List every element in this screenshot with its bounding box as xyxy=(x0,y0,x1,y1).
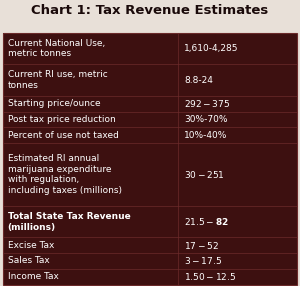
Text: $292-$375: $292-$375 xyxy=(184,98,230,109)
Text: $1.50-$12.5: $1.50-$12.5 xyxy=(184,271,236,282)
Text: Percent of use not taxed: Percent of use not taxed xyxy=(8,131,118,140)
Text: Excise Tax: Excise Tax xyxy=(8,241,54,250)
Text: Starting price/ounce: Starting price/ounce xyxy=(8,99,100,108)
Text: 8.8-24: 8.8-24 xyxy=(184,76,213,85)
Text: $21.5-$82: $21.5-$82 xyxy=(184,216,229,227)
Text: $30-$251: $30-$251 xyxy=(184,169,225,180)
FancyBboxPatch shape xyxy=(3,33,297,285)
Text: Chart 1: Tax Revenue Estimates: Chart 1: Tax Revenue Estimates xyxy=(32,4,268,17)
Text: Current RI use, metric
tonnes: Current RI use, metric tonnes xyxy=(8,70,107,90)
Text: Post tax price reduction: Post tax price reduction xyxy=(8,115,115,124)
Text: $3-$17.5: $3-$17.5 xyxy=(184,255,222,267)
Text: Estimated RI annual
marijuana expenditure
with regulation,
including taxes (mill: Estimated RI annual marijuana expenditur… xyxy=(8,154,122,195)
Text: 30%-70%: 30%-70% xyxy=(184,115,227,124)
Text: Income Tax: Income Tax xyxy=(8,272,59,281)
Text: $17-$52: $17-$52 xyxy=(184,240,219,251)
Text: 10%-40%: 10%-40% xyxy=(184,131,227,140)
Text: 1,610-4,285: 1,610-4,285 xyxy=(184,44,239,53)
Text: Total State Tax Revenue
(millions): Total State Tax Revenue (millions) xyxy=(8,212,130,232)
Text: Current National Use,
metric tonnes: Current National Use, metric tonnes xyxy=(8,39,105,59)
Text: Sales Tax: Sales Tax xyxy=(8,257,49,265)
